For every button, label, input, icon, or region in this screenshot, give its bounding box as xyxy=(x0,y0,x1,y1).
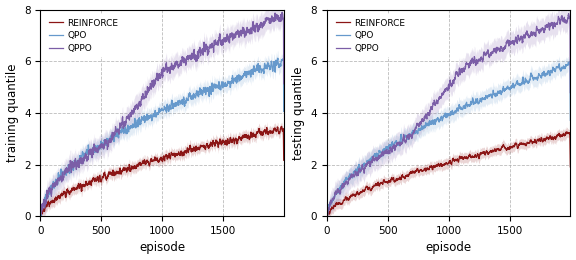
QPO xyxy=(515,83,522,86)
QPO xyxy=(560,66,567,69)
QPO xyxy=(273,62,280,65)
QPO xyxy=(336,187,343,190)
Y-axis label: training quantile: training quantile xyxy=(6,64,18,162)
QPPO xyxy=(560,20,567,23)
QPPO xyxy=(565,12,572,15)
Line: REINFORCE: REINFORCE xyxy=(327,132,570,216)
REINFORCE xyxy=(442,162,449,166)
QPO xyxy=(50,186,56,189)
REINFORCE xyxy=(37,215,44,218)
REINFORCE xyxy=(273,129,280,132)
QPO xyxy=(560,66,567,69)
REINFORCE xyxy=(560,132,567,135)
QPPO xyxy=(435,97,442,100)
REINFORCE xyxy=(149,159,156,162)
REINFORCE xyxy=(156,160,162,164)
REINFORCE xyxy=(278,125,285,128)
REINFORCE xyxy=(336,202,343,205)
QPPO xyxy=(50,184,56,187)
QPO xyxy=(37,216,44,219)
Legend: REINFORCE, QPO, QPPO: REINFORCE, QPO, QPPO xyxy=(45,14,123,57)
QPPO xyxy=(156,72,162,75)
QPO xyxy=(149,116,156,119)
QPO xyxy=(281,110,287,113)
REINFORCE xyxy=(324,214,331,217)
REINFORCE xyxy=(516,143,522,146)
QPPO xyxy=(274,13,281,16)
QPPO xyxy=(281,82,287,85)
QPO xyxy=(156,110,162,113)
Line: QPPO: QPPO xyxy=(40,12,284,214)
QPPO xyxy=(567,91,574,94)
QPPO xyxy=(37,213,44,216)
QPO xyxy=(567,60,574,63)
QPO xyxy=(273,63,280,67)
QPPO xyxy=(515,36,522,40)
QPO xyxy=(435,119,442,122)
QPPO xyxy=(324,213,331,216)
QPPO xyxy=(279,11,286,14)
REINFORCE xyxy=(50,198,56,202)
QPO xyxy=(229,79,236,82)
X-axis label: episode: episode xyxy=(139,242,185,255)
Legend: REINFORCE, QPO, QPPO: REINFORCE, QPO, QPPO xyxy=(332,14,410,57)
QPPO xyxy=(273,16,280,19)
QPPO xyxy=(336,189,343,192)
QPPO xyxy=(229,33,236,36)
REINFORCE xyxy=(229,139,236,142)
Line: QPO: QPO xyxy=(327,62,570,216)
QPO xyxy=(442,113,449,116)
REINFORCE xyxy=(567,165,574,168)
X-axis label: episode: episode xyxy=(426,242,472,255)
QPPO xyxy=(149,81,156,84)
QPO xyxy=(567,119,574,122)
REINFORCE xyxy=(563,130,570,133)
REINFORCE xyxy=(37,214,44,218)
QPO xyxy=(274,57,281,60)
QPPO xyxy=(442,87,449,90)
Y-axis label: testing quantile: testing quantile xyxy=(292,66,305,160)
REINFORCE xyxy=(274,129,281,132)
QPPO xyxy=(560,19,567,22)
Line: QPPO: QPPO xyxy=(327,14,570,214)
Line: QPO: QPO xyxy=(40,58,284,218)
REINFORCE xyxy=(560,132,567,135)
REINFORCE xyxy=(435,163,442,166)
REINFORCE xyxy=(324,214,331,218)
REINFORCE xyxy=(281,159,287,162)
QPPO xyxy=(37,211,44,214)
Line: REINFORCE: REINFORCE xyxy=(40,126,284,216)
QPO xyxy=(324,214,331,217)
